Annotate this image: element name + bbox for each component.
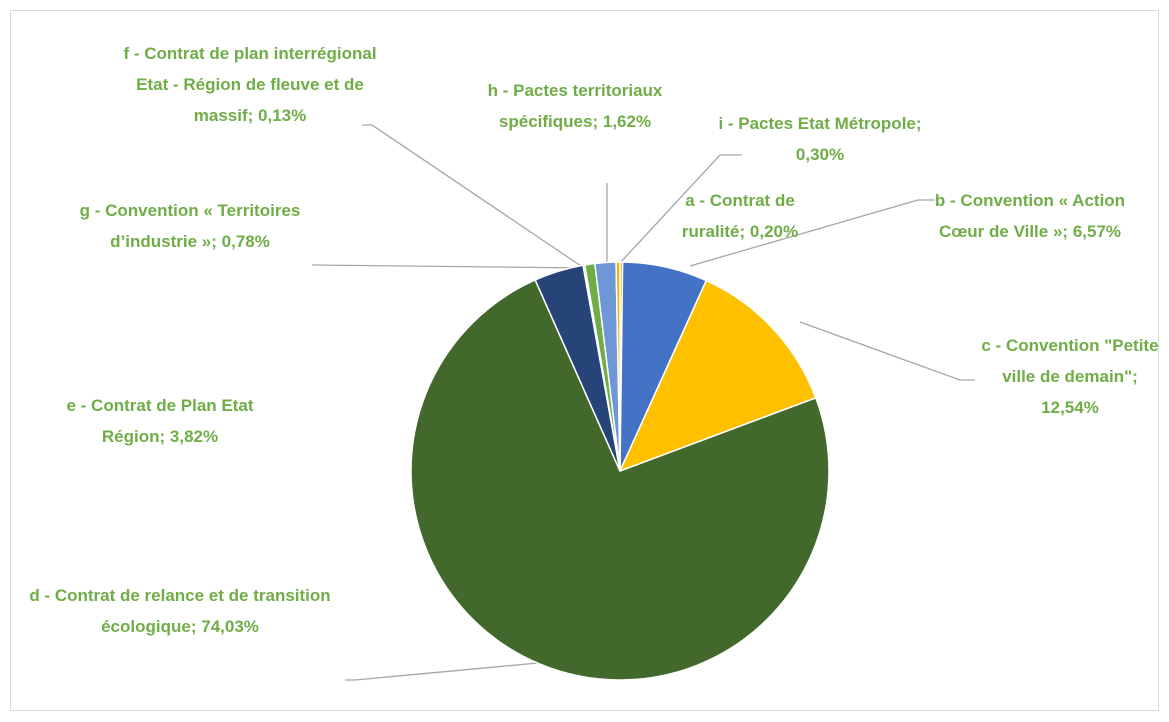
data-label: h - Pactes territoriaux spécifiques; 1,6…: [455, 75, 695, 137]
category-name: i - Pactes Etat Métropole: [718, 114, 916, 133]
value-label: 0,13%: [258, 106, 307, 125]
label-separator: ;: [915, 114, 922, 133]
label-separator: ;: [739, 222, 746, 241]
label-separator: ;: [1132, 367, 1138, 386]
pie-slice: [615, 261, 621, 472]
data-label: i - Pactes Etat Métropole; 0,30%: [710, 108, 930, 170]
value-label: 1,62%: [602, 112, 652, 131]
category-name: e - Contrat de Plan Etat Région: [66, 396, 254, 446]
data-label: c - Convention "Petite ville de demain";…: [975, 330, 1165, 423]
value-label: 0,20%: [749, 222, 799, 241]
pie-slice: [618, 279, 817, 473]
category-name: g - Convention « Territoires d’industrie…: [79, 201, 301, 251]
data-label: g - Convention « Territoires d’industrie…: [40, 195, 340, 257]
leader-line: [618, 154, 742, 265]
value-label: 74,03%: [201, 617, 259, 636]
value-label: 0,30%: [795, 145, 845, 164]
label-separator: ;: [247, 106, 254, 125]
category-name: c - Convention "Petite ville de demain": [981, 336, 1159, 386]
leader-line: [345, 662, 539, 681]
category-name: d - Contrat de relance et de transition …: [29, 586, 331, 636]
value-label: 0,78%: [221, 232, 270, 251]
data-label: a - Contrat de ruralité; 0,20%: [655, 185, 825, 247]
label-separator: ;: [1062, 222, 1069, 241]
category-name: h - Pactes territoriaux spécifiques: [487, 81, 663, 131]
leader-line: [311, 264, 591, 269]
leader-line: [799, 321, 975, 381]
data-label: e - Contrat de Plan Etat Région; 3,82%: [40, 390, 280, 452]
value-label: 12,54%: [1041, 398, 1099, 417]
data-label: d - Contrat de relance et de transition …: [20, 580, 340, 642]
label-separator: ;: [211, 232, 217, 251]
label-separator: ;: [592, 112, 599, 131]
leader-line: [362, 124, 585, 269]
leader-lines: [311, 124, 975, 681]
leader-line: [689, 199, 935, 267]
category-name: f - Contrat de plan interrégional Etat -…: [123, 44, 377, 125]
category-name: b - Convention « Action Cœur de Ville »: [934, 191, 1126, 241]
label-separator: ;: [190, 617, 197, 636]
data-label: b - Convention « Action Cœur de Ville »;…: [930, 185, 1130, 247]
pie-slice: [410, 278, 830, 681]
pie: [410, 261, 830, 681]
value-label: 6,57%: [1072, 222, 1122, 241]
category-name: a - Contrat de ruralité: [681, 191, 795, 241]
data-label: f - Contrat de plan interrégional Etat -…: [120, 38, 380, 131]
label-separator: ;: [159, 427, 166, 446]
value-label: 3,82%: [169, 427, 219, 446]
